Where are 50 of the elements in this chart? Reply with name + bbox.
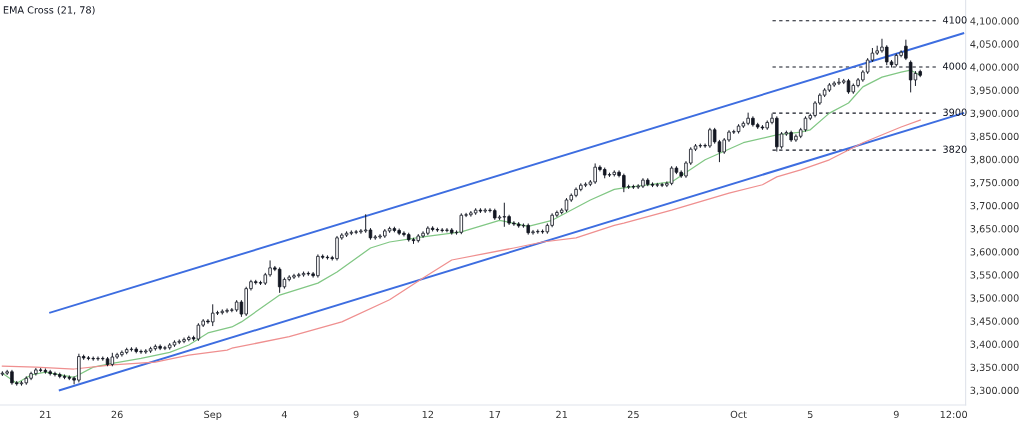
y-tick-label: 3,700.000 (970, 201, 1019, 211)
y-tick-label: 4,000.000 (970, 63, 1019, 72)
y-tick-label: 3,400.000 (970, 340, 1019, 349)
y-tick-label: 3,850.000 (970, 132, 1019, 142)
candlestick (325, 255, 330, 260)
y-tick-label: 3,950.000 (970, 86, 1019, 95)
y-tick-label: 4,050.000 (970, 40, 1019, 49)
x-tick-label: 21 (556, 410, 567, 418)
ref-line-label: 4100 (942, 16, 967, 24)
x-tick-label: 12:00 (940, 410, 968, 419)
y-tick-label: 3,450.000 (970, 317, 1019, 326)
ref-line-label: 3900 (943, 108, 967, 116)
y-tick-label: 3,550.000 (970, 271, 1019, 280)
candlestick (435, 227, 440, 232)
candlestick (277, 267, 282, 293)
candlestick (459, 213, 464, 235)
candlestick (306, 271, 311, 276)
x-tick-label: Oct (730, 410, 747, 419)
x-tick-label: 25 (627, 410, 639, 419)
y-tick-label: 3,350.000 (970, 363, 1019, 372)
x-tick-label: 5 (807, 410, 813, 419)
line-series (1, 119, 921, 370)
x-tick-label: Sep (204, 410, 222, 420)
candlestick (698, 143, 703, 148)
candlestick (210, 304, 215, 327)
x-tick-label: 4 (281, 410, 287, 418)
y-tick-label: 3,750.000 (970, 178, 1019, 188)
annotation: EMA Cross (21, 78) (3, 6, 95, 15)
ref-line-label: 4000 (942, 62, 967, 70)
x-tick-label: 9 (353, 410, 359, 419)
y-tick-label: 3,500.000 (970, 294, 1019, 303)
y-tick-label: 3,800.000 (970, 155, 1019, 165)
ref-line-label: 3820 (943, 145, 967, 153)
x-tick-label: 21 (39, 410, 51, 418)
candlestick (669, 166, 674, 186)
candlestick (43, 368, 48, 374)
x-tick-label: 9 (893, 410, 899, 419)
candlestick (129, 347, 134, 352)
candlestick (540, 229, 545, 234)
candlestick (502, 202, 507, 227)
y-tick-label: 3,900.000 (970, 109, 1019, 118)
candlestick (301, 271, 306, 277)
y-tick-label: 3,600.000 (970, 248, 1019, 257)
x-tick-label: 17 (489, 410, 501, 418)
y-tick-label: 4,100.000 (970, 17, 1019, 26)
x-tick-label: 26 (111, 410, 123, 419)
y-tick-label: 3,300.000 (970, 386, 1019, 396)
y-tick-label: 3,650.000 (970, 225, 1019, 234)
candlestick (220, 309, 225, 315)
x-tick-label: 12 (422, 410, 434, 418)
